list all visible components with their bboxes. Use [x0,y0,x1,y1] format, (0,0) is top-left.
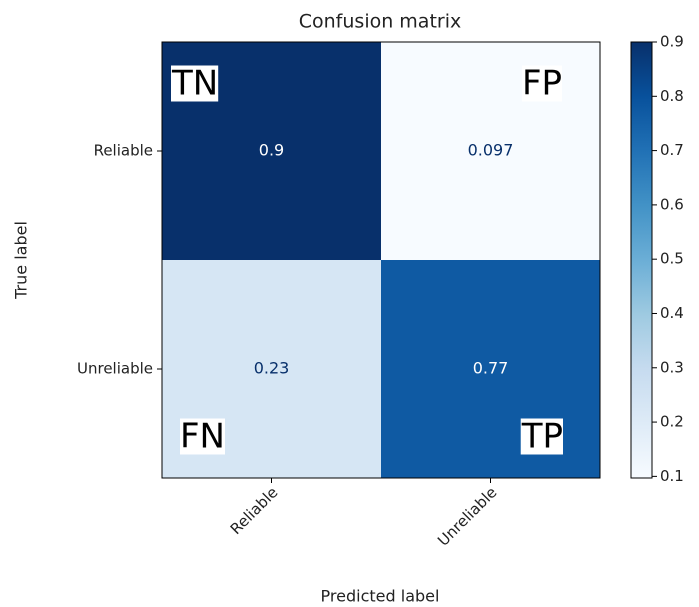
annotation: TN [171,64,219,104]
x-tick-label: Reliable [227,483,282,538]
y-tick-label: Unreliable [77,360,153,378]
colorbar-tick-label: 0.7 [660,141,684,159]
heatmap-cell [381,260,600,478]
y-axis-label: True label [12,221,31,300]
annotation-bg [171,65,219,102]
annotation-text: TN [171,64,218,104]
plot-frame [161,41,601,479]
colorbar-tick-label: 0.5 [660,250,684,268]
cell-value: 0.23 [254,359,290,378]
annotation-bg [520,418,563,455]
cell-value: 0.097 [468,141,514,160]
x-tick-label: Unreliable [434,483,500,549]
cell-value: 0.9 [259,141,284,160]
colorbar-tick-label: 0.4 [660,304,684,322]
annotation-text: TP [521,417,563,457]
annotation: TP [520,417,563,457]
colorbar-tick-label: 0.3 [660,358,684,376]
annotation: FP [521,64,562,104]
cell-value: 0.77 [473,359,509,378]
colorbar-tick-label: 0.1 [660,467,684,485]
x-axis-label: Predicted label [321,587,440,606]
chart-title: Confusion matrix [299,11,461,33]
colorbar-tick-label: 0.8 [660,87,684,105]
colorbar-tick-label: 0.2 [660,413,684,431]
colorbar-tick-label: 0.9 [660,33,684,51]
annotation-text: FN [180,417,225,457]
annotation-text: FP [522,64,562,104]
annotation-bg [180,418,225,455]
y-tick-label: Reliable [94,142,153,160]
colorbar [630,41,653,479]
annotation: FN [180,417,225,457]
annotation-bg [521,65,562,102]
heatmap-cell [381,42,600,260]
colorbar-tick-label: 0.6 [660,195,684,213]
